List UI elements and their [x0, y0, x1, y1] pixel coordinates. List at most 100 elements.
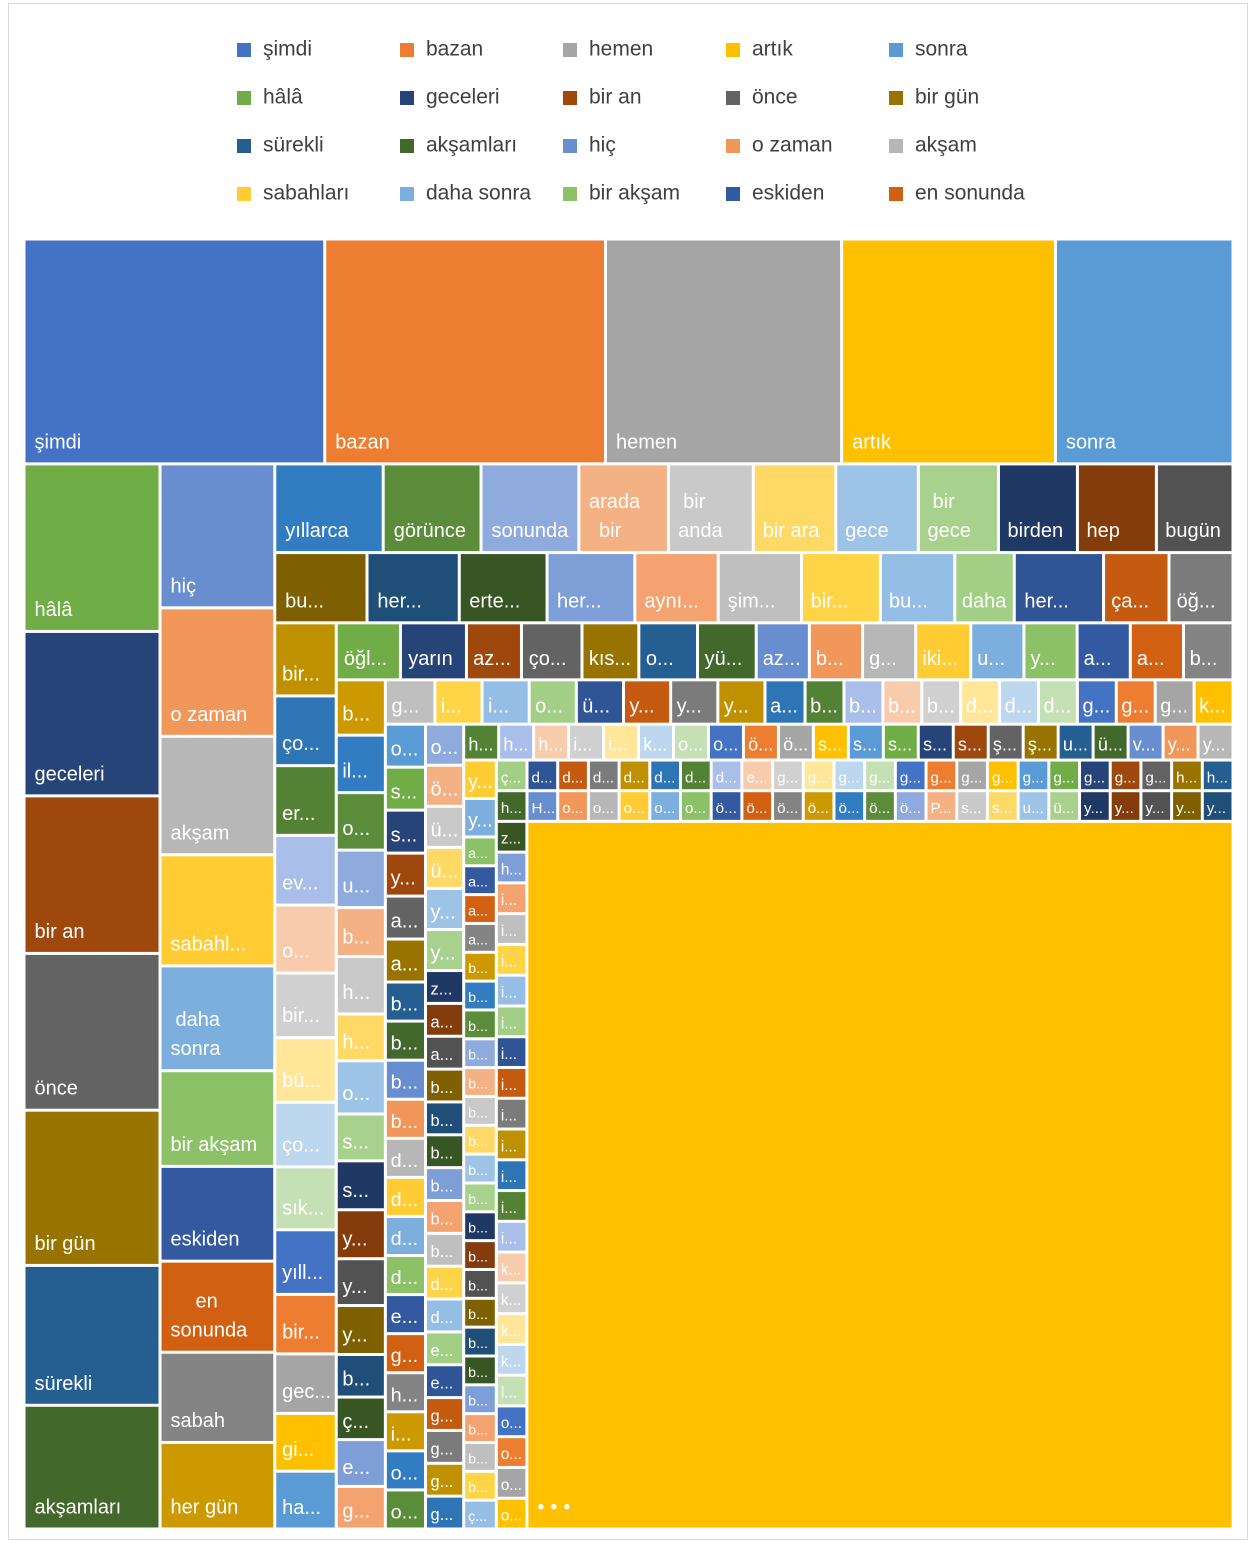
cell-label-area: hemen — [616, 431, 677, 453]
cell-label: d... — [593, 769, 614, 786]
treemap-cell — [276, 906, 335, 972]
cell-label-area: b... — [849, 695, 877, 717]
cell-label: her... — [557, 590, 601, 612]
cell-label: b... — [468, 1451, 488, 1467]
cell-label: a... — [468, 846, 488, 862]
cell-label-area: i... — [501, 1077, 517, 1094]
cell-label: ü... — [1053, 800, 1074, 817]
cell-label-area: d... — [624, 769, 645, 786]
cell-label-area: e... — [746, 769, 767, 786]
treemap-cell — [436, 681, 481, 723]
cell-label: i... — [501, 1015, 517, 1032]
cell-label-area: y... — [677, 695, 702, 717]
treemap-cell — [535, 725, 568, 759]
cell-label: birden — [1008, 520, 1064, 542]
treemap-cell — [640, 624, 697, 679]
cell-label: d... — [431, 1276, 454, 1294]
cell-label-area: b... — [468, 1480, 488, 1496]
cell-label-area: gi... — [282, 1439, 314, 1461]
legend-swatch — [563, 91, 577, 105]
cell-label: b... — [468, 1077, 488, 1093]
cell-label: yü... — [705, 648, 743, 670]
cell-label: b... — [927, 695, 955, 717]
treemap-cell — [497, 1007, 526, 1036]
treemap-cell — [276, 1472, 335, 1528]
cell-label-area: d... — [391, 1189, 419, 1211]
cell-label-area: a... — [468, 846, 488, 862]
cell-label-area: daha sonra — [171, 1009, 226, 1060]
treemap-cell — [337, 1211, 384, 1258]
cell-label: o... — [624, 800, 645, 817]
legend-swatch — [889, 43, 903, 57]
cell-label-area: aynı... — [644, 590, 698, 612]
treemap-cell — [806, 681, 843, 723]
treemap-cell — [672, 681, 717, 723]
cell-label-area: i... — [501, 1200, 517, 1217]
cell-label-area: o... — [501, 1415, 522, 1432]
cell-label-area: az... — [763, 648, 801, 670]
treemap-cell — [386, 1100, 425, 1137]
cell-label-area: g... — [431, 1407, 454, 1425]
cell-label-area: b... — [468, 1394, 488, 1410]
cell-label-area: b... — [468, 961, 488, 977]
cell-label: o... — [391, 1501, 419, 1523]
cell-label-area: i... — [501, 1108, 517, 1125]
cell-label-area: u... — [977, 648, 1005, 670]
cell-label-area: bir... — [811, 590, 849, 612]
cell-label: H... — [532, 800, 556, 817]
treemap-cell — [804, 792, 833, 820]
cell-label-area: i... — [488, 695, 509, 717]
cell-label-area: b... — [431, 1145, 454, 1163]
treemap-cell — [465, 1011, 495, 1038]
cell-label: sonunda — [492, 520, 570, 542]
treemap-cell — [465, 1213, 495, 1240]
cell-label-area: g... — [869, 769, 890, 786]
cell-label-area: ş... — [1028, 734, 1052, 754]
treemap-cell — [161, 465, 274, 607]
treemap-cell — [427, 1267, 463, 1298]
treemap-cell — [465, 1184, 495, 1211]
treemap-cell — [25, 1266, 159, 1404]
treemap-cell — [497, 1222, 526, 1251]
cell-label-area: o... — [593, 800, 614, 817]
cell-label: h... — [1207, 769, 1228, 786]
treemap-cell — [919, 725, 952, 759]
cell-label: o... — [501, 1446, 522, 1463]
cell-label-area: b... — [468, 1278, 488, 1294]
cell-label-area: o... — [501, 1446, 522, 1463]
legend-label: sürekli — [263, 134, 324, 157]
treemap-cell — [837, 465, 917, 552]
cell-label-area: h... — [342, 982, 370, 1004]
cell-label-area: b... — [391, 1033, 419, 1055]
treemap-cell — [779, 725, 812, 759]
treemap-cell — [276, 1295, 335, 1353]
cell-label-area: o... — [624, 800, 645, 817]
cell-label: şim... — [728, 590, 776, 612]
cell-label: ç... — [501, 769, 521, 786]
treemap-cell — [25, 465, 159, 630]
treemap-cell — [386, 681, 434, 723]
cell-label-area: b... — [468, 1365, 488, 1381]
treemap-cell — [386, 1217, 425, 1255]
cell-label: g... — [391, 1345, 419, 1367]
cell-label: e... — [342, 1457, 370, 1479]
cell-label-area: h... — [503, 734, 528, 754]
treemap-cell — [864, 624, 915, 679]
cell-label: ç... — [468, 1509, 487, 1525]
cell-label: az... — [763, 648, 801, 670]
treemap-cell — [917, 624, 970, 679]
cell-label: kıs... — [589, 648, 631, 670]
treemap-cell — [368, 554, 458, 622]
treemap-cell — [161, 1353, 274, 1441]
treemap-cell — [276, 554, 366, 622]
cell-label: öğl... — [344, 648, 387, 670]
cell-label-area: geceleri — [35, 763, 105, 785]
legend-swatch — [237, 187, 251, 201]
cell-label: erte... — [469, 590, 520, 612]
treemap-cell — [460, 554, 546, 622]
treemap-cell — [1025, 624, 1076, 679]
treemap-cell — [276, 697, 335, 765]
cell-label-area: bir... — [282, 1005, 320, 1027]
cell-label: a... — [468, 903, 488, 919]
cell-label-area: g... — [1121, 695, 1149, 717]
